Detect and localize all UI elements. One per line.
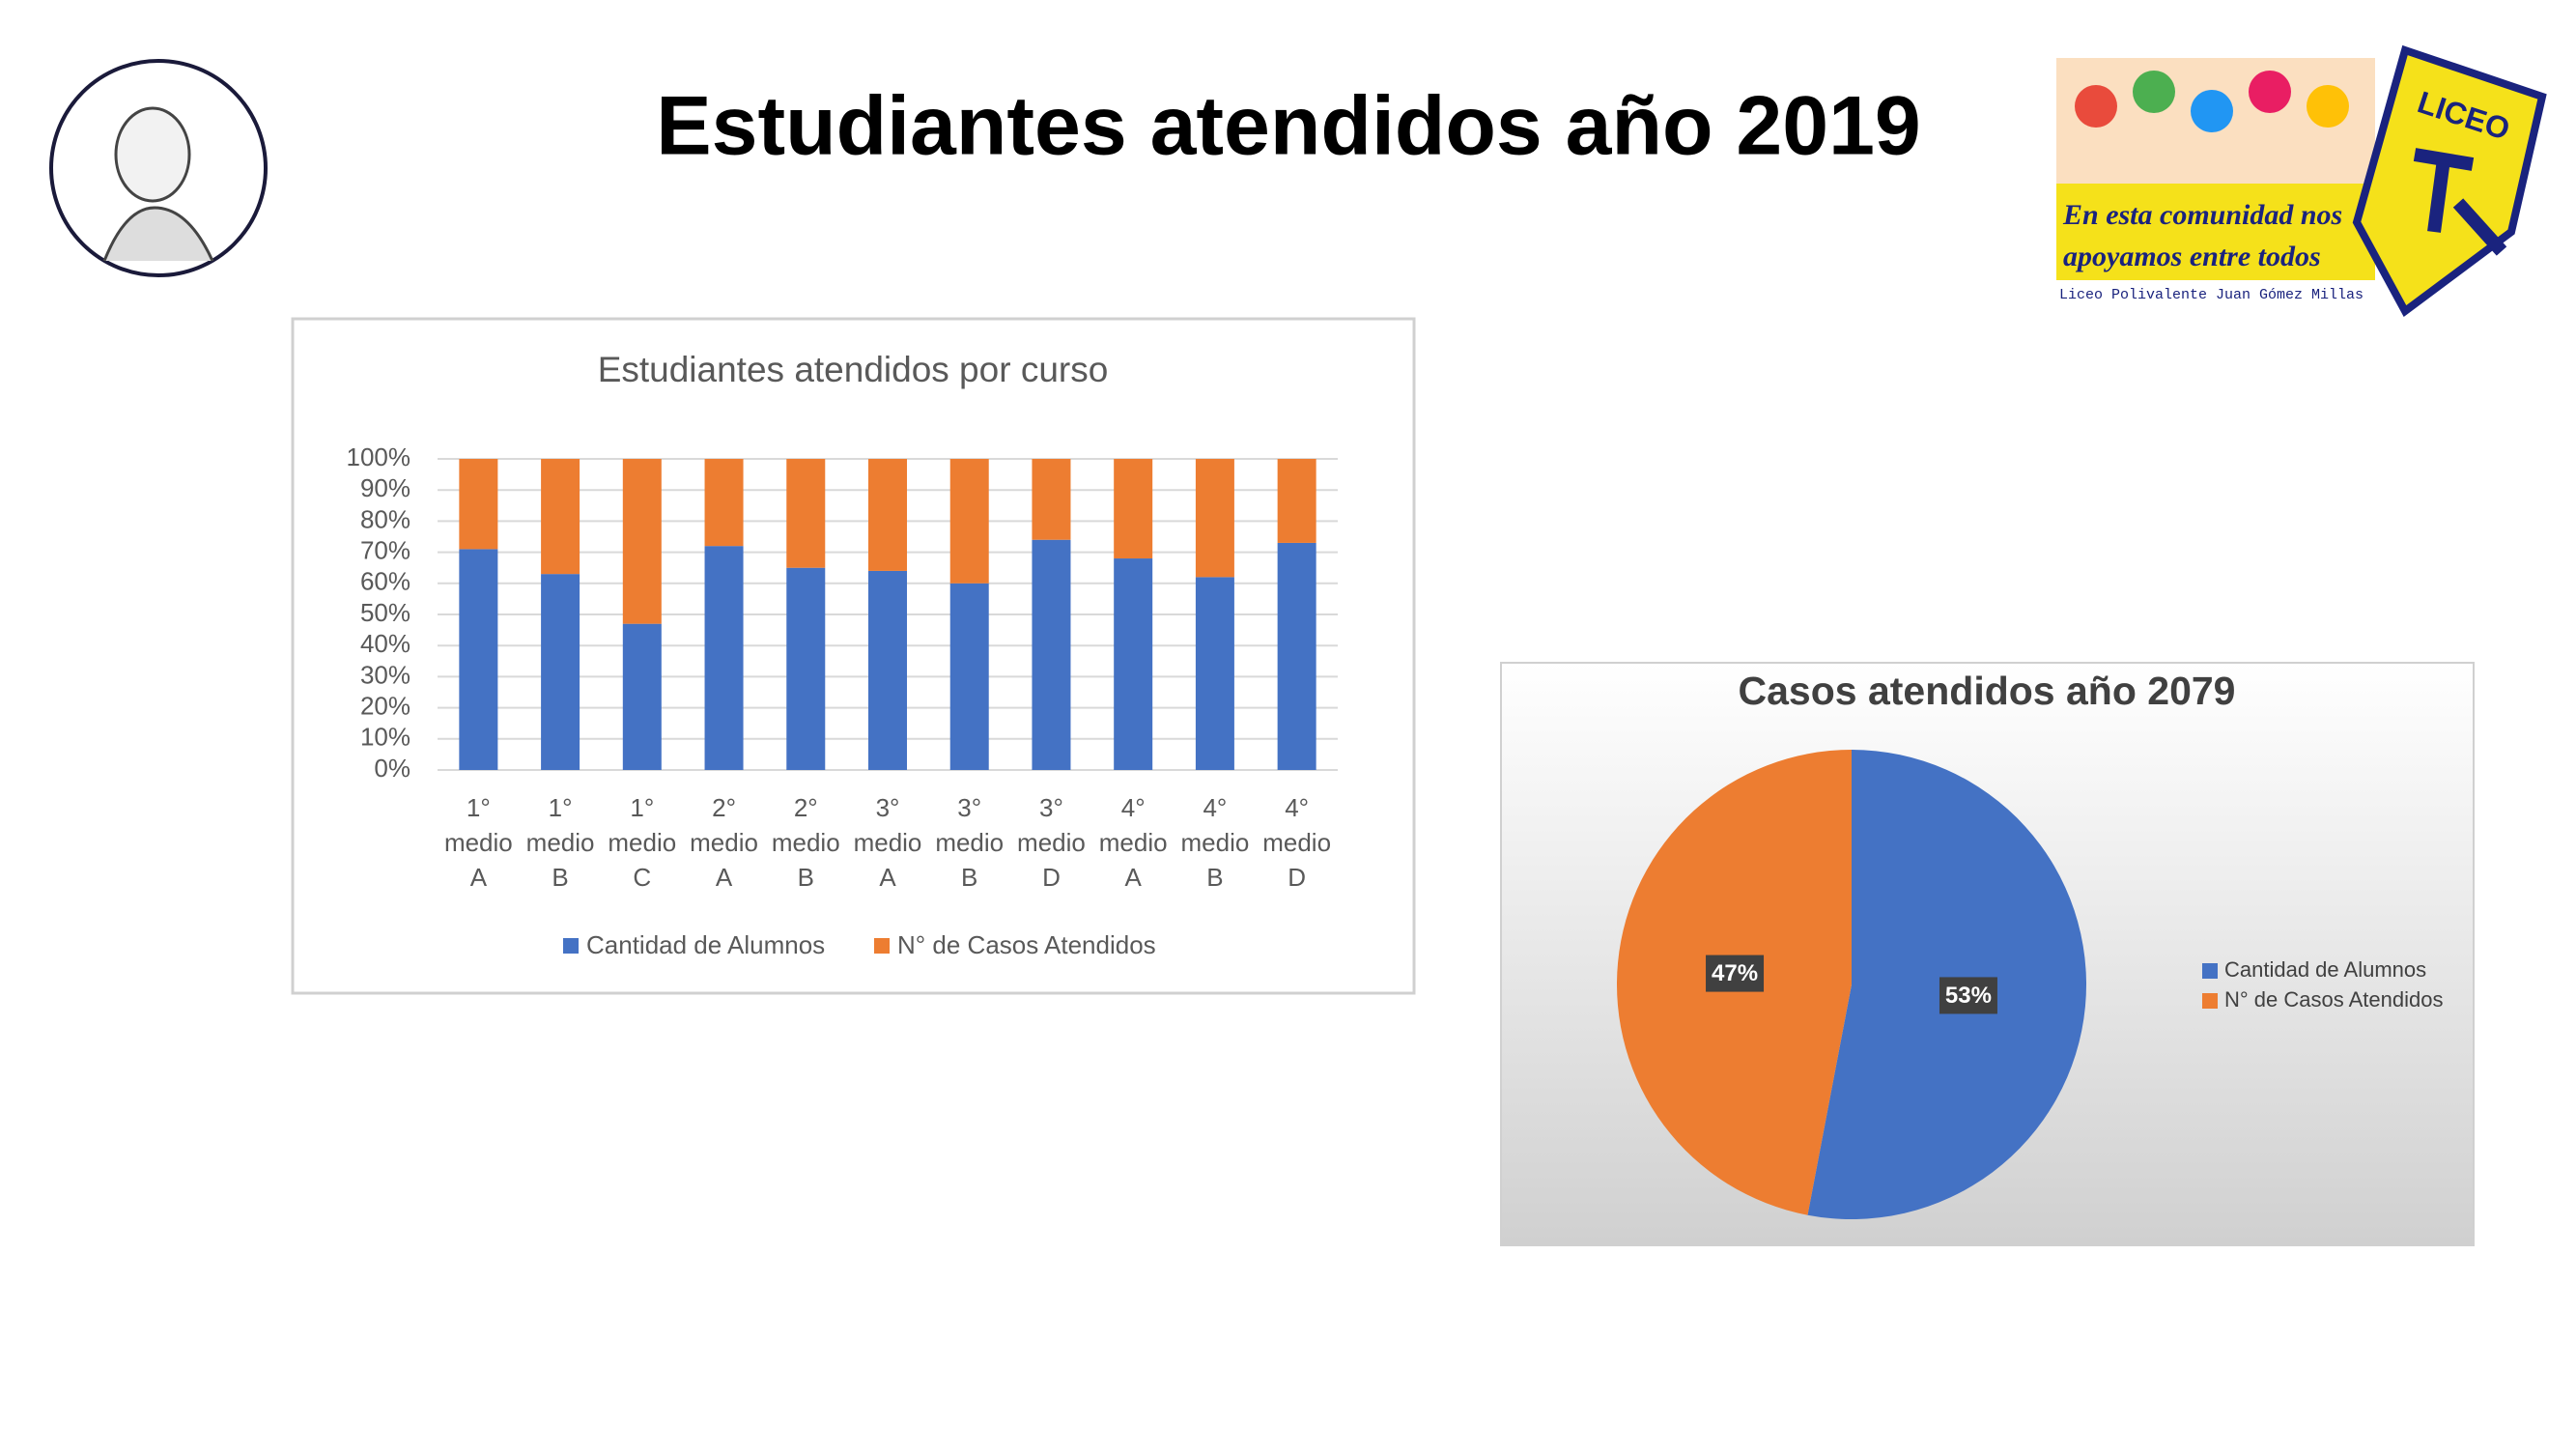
bar-segment (704, 546, 744, 770)
legend-swatch (563, 938, 579, 954)
y-tick-label: 20% (360, 691, 410, 720)
x-tick-label: 1° medio B (526, 793, 595, 892)
y-tick-label: 60% (360, 567, 410, 596)
y-tick-label: 90% (360, 473, 410, 502)
logo-school: Liceo Polivalente Juan Gómez Millas (2059, 287, 2364, 303)
bar-segment (459, 459, 498, 550)
bar-segment (704, 459, 744, 547)
y-tick-label: 0% (374, 754, 410, 783)
x-tick-label: 1° medio C (608, 793, 676, 892)
y-tick-label: 50% (360, 598, 410, 627)
chart-title: Casos atendidos año 2079 (1739, 669, 2236, 713)
bar-segment (786, 567, 826, 770)
y-tick-label: 100% (347, 442, 411, 471)
x-tick-label: 3° medio A (854, 793, 922, 892)
x-tick-label: 1° medio A (444, 793, 513, 892)
bar-segment (1195, 577, 1234, 770)
bar-segment (786, 459, 826, 568)
x-tick-label: 4° medio A (1099, 793, 1168, 892)
x-tick-label: 2° medio A (690, 793, 758, 892)
bar-segment (1195, 459, 1234, 578)
legend-swatch (2202, 963, 2218, 979)
bar-segment (541, 574, 580, 770)
x-tick-label: 3° medio B (935, 793, 1004, 892)
x-tick-label: 2° medio B (772, 793, 840, 892)
y-tick-label: 70% (360, 535, 410, 564)
y-tick-label: 10% (360, 723, 410, 752)
bar-segment (949, 459, 989, 584)
bar-segment (459, 549, 498, 770)
y-tick-label: 80% (360, 504, 410, 533)
slide-title: Estudiantes atendidos año 2019 (656, 80, 1920, 173)
legend-label: Cantidad de Alumnos (586, 930, 825, 959)
legend-swatch (874, 938, 890, 954)
legend-swatch (2202, 993, 2218, 1009)
bar-segment (1032, 539, 1071, 770)
bar-segment (1277, 542, 1316, 770)
bar-segment (622, 623, 662, 770)
y-tick-label: 30% (360, 660, 410, 689)
y-tick-label: 40% (360, 629, 410, 658)
logo-slogan: En esta comunidad nos (2062, 199, 2342, 231)
bar-segment (541, 459, 580, 575)
bar-segment (1114, 558, 1153, 770)
data-label-box (1706, 955, 1765, 992)
bar-segment (949, 583, 989, 770)
x-tick-label: 3° medio D (1017, 793, 1086, 892)
legend-label: N° de Casos Atendidos (897, 930, 1156, 959)
data-label-box (1939, 977, 1997, 1014)
x-tick-label: 4° medio B (1180, 793, 1249, 892)
school-logo: En esta comunidad nos apoyamos entre tod… (2056, 44, 2547, 317)
data-label: 47% (1712, 960, 1758, 986)
x-tick-label: 4° medio D (1262, 793, 1331, 892)
bar-segment (1114, 459, 1153, 559)
portrait-logo (49, 59, 268, 277)
logo-slogan: apoyamos entre todos (2063, 241, 2321, 272)
bar-segment (868, 570, 907, 770)
bar-segment (1277, 459, 1316, 543)
legend-label: Cantidad de Alumnos (2224, 957, 2426, 982)
bar-segment (1032, 459, 1071, 540)
data-label: 53% (1945, 983, 1992, 1009)
chart-title: Estudiantes atendidos por curso (598, 350, 1109, 389)
bar-segment (868, 459, 907, 571)
bar-segment (622, 459, 662, 624)
legend-label: N° de Casos Atendidos (2224, 987, 2444, 1012)
